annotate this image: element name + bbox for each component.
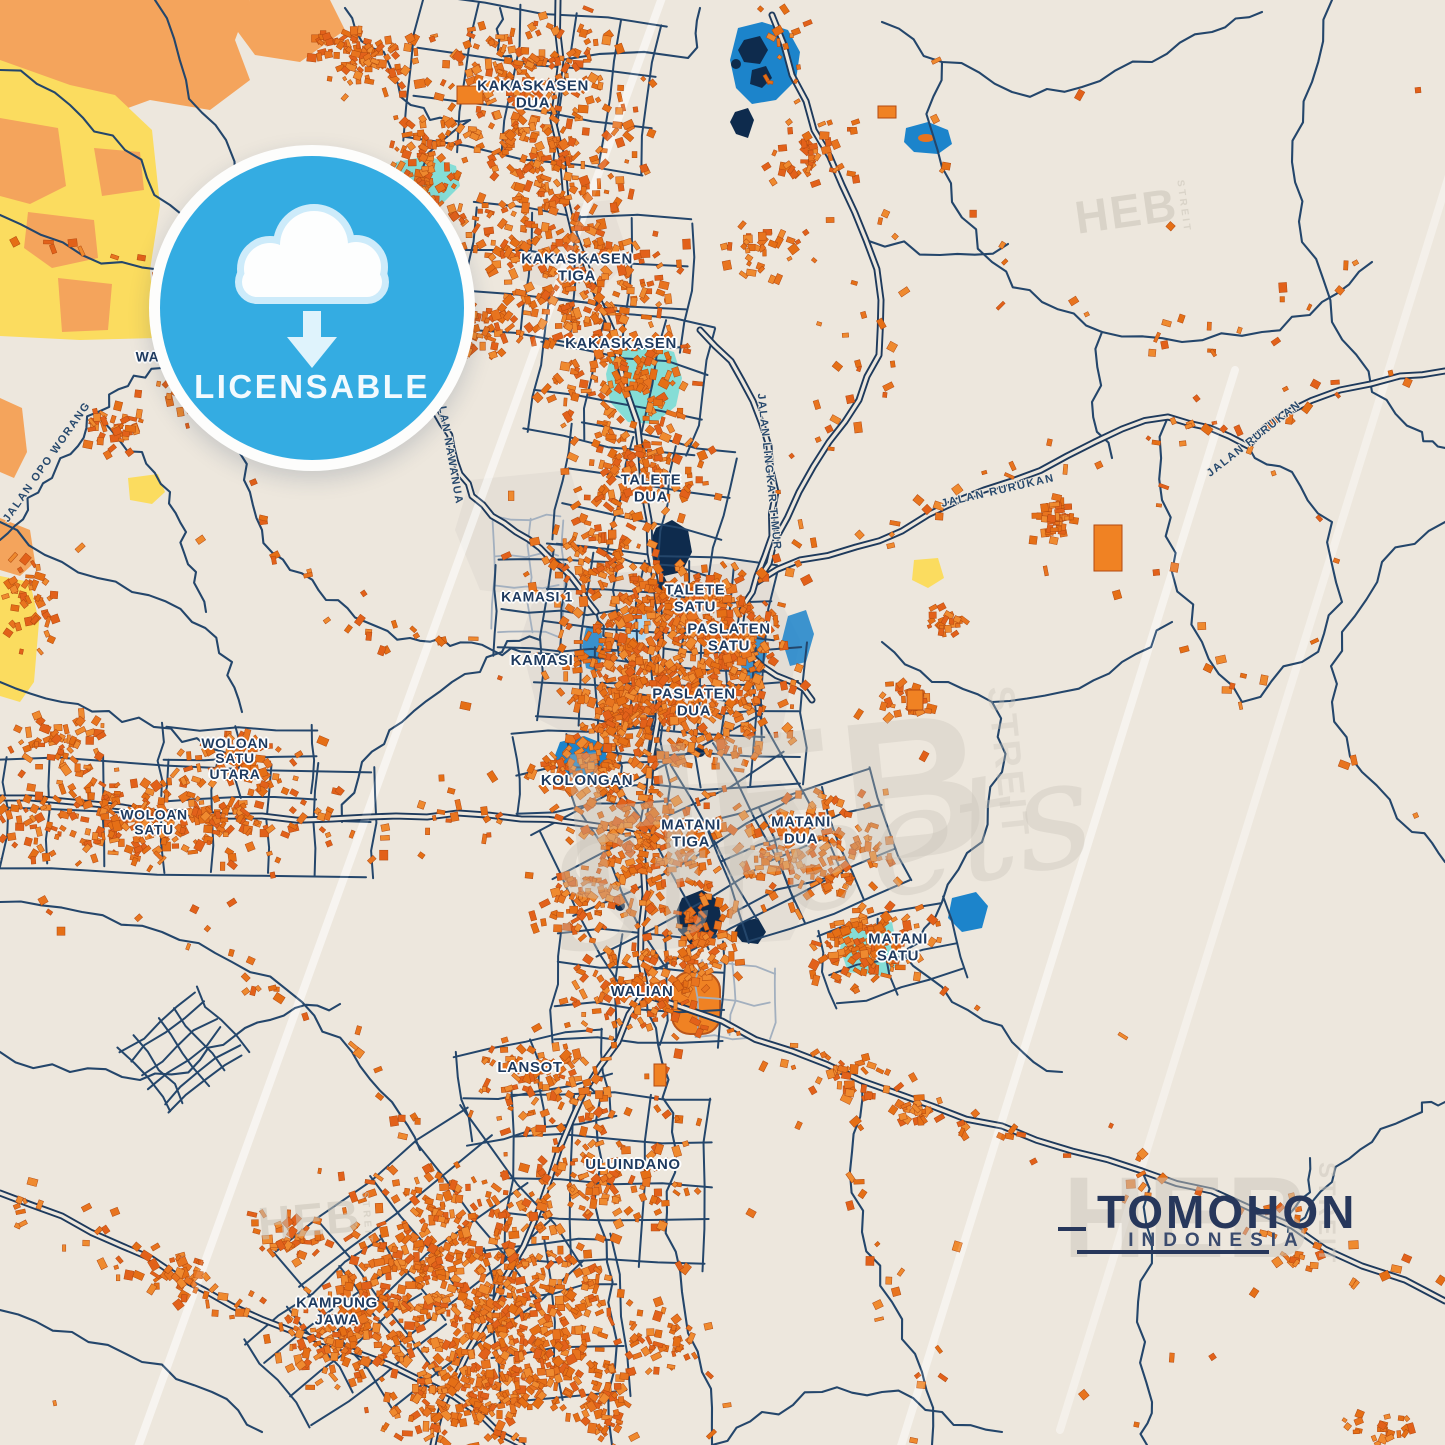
title-underline (1077, 1250, 1269, 1254)
licensable-badge-face[interactable]: LICENSABLE (160, 156, 464, 460)
map-title-city: TOMOHON (1097, 1186, 1358, 1238)
badge-label: LICENSABLE (194, 368, 430, 405)
cloud-download-icon (235, 204, 389, 368)
download-arrow-icon (287, 311, 337, 368)
title-dash (1058, 1227, 1086, 1231)
overlay-streak-layer (134, 0, 1239, 1445)
licensable-badge[interactable]: LICENSABLE (149, 145, 475, 471)
map-title-country: INDONESIA (1128, 1230, 1306, 1251)
